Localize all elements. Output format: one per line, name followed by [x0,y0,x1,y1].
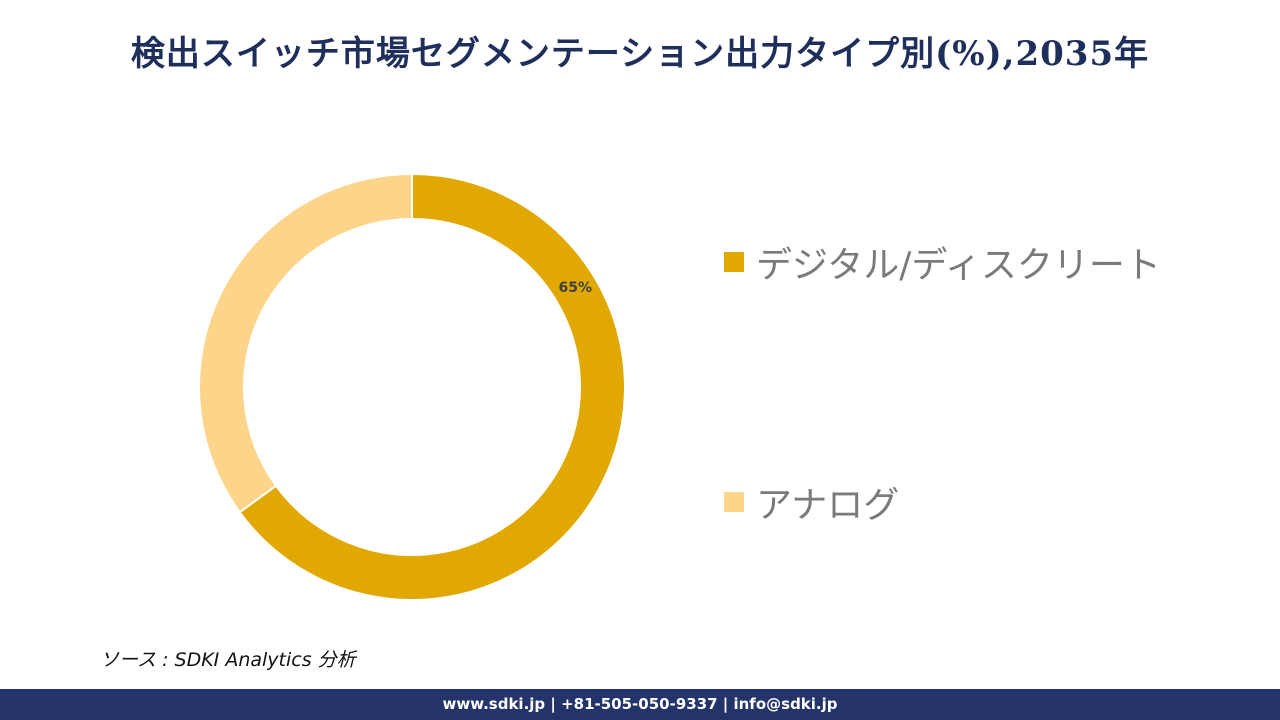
source-note: ソース : SDKI Analytics 分析 [100,649,356,671]
footer-contact-bar: www.sdki.jp | +81-505-050-9337 | info@sd… [0,689,1280,720]
legend-swatch-analog [724,492,744,512]
legend-label-analog: アナログ [756,485,900,526]
legend-item-digital: デジタル/ディスクリート [724,237,1161,287]
chart-title: 検出スイッチ市場セグメンテーション出力タイプ別(%),2035年 [130,34,1150,74]
data-label-digital: 65% [559,280,593,296]
donut-slice-analog [198,172,413,514]
donut-slice-digital [238,172,626,601]
legend-label-digital: デジタル/ディスクリート [756,245,1161,286]
legend-swatch-digital [724,252,744,272]
legend-item-analog: アナログ [724,477,899,527]
